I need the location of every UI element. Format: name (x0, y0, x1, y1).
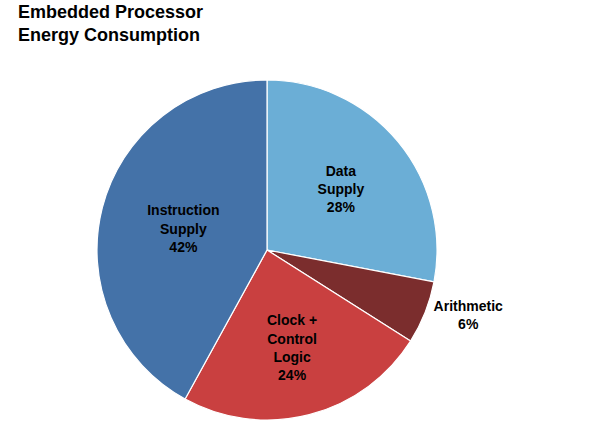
svg-text:Clock +ControlLogic24%: Clock +ControlLogic24% (267, 312, 317, 383)
svg-text:Arithmetic6%: Arithmetic6% (434, 298, 503, 332)
svg-text:DataSupply28%: DataSupply28% (318, 163, 365, 215)
svg-text:Embedded ProcessorEnergy Consu: Embedded ProcessorEnergy Consumption (18, 2, 203, 45)
svg-text:InstructionSupply42%: InstructionSupply42% (147, 202, 219, 254)
